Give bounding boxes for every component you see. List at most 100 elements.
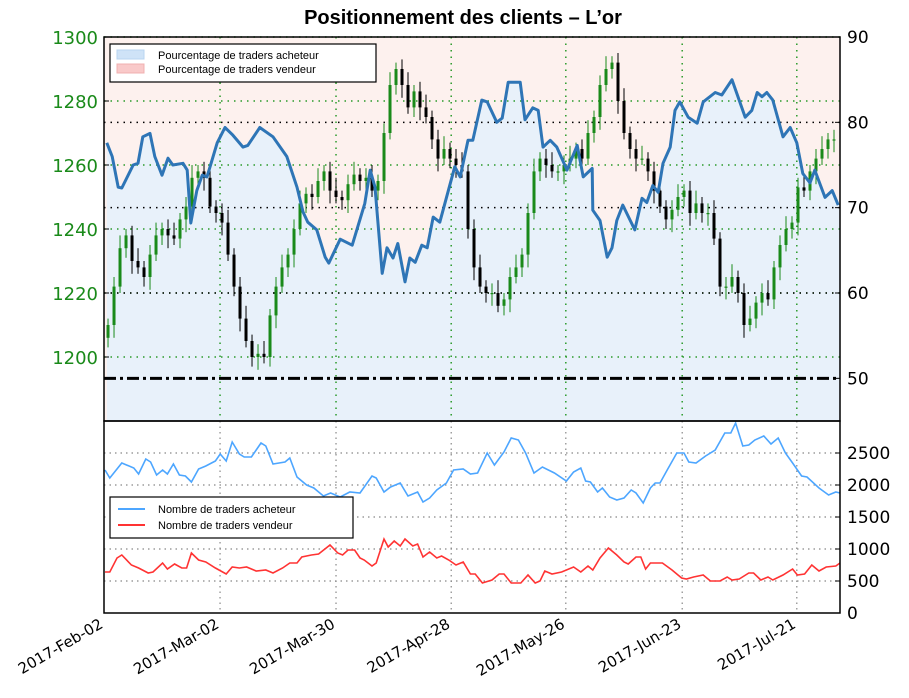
candle [586,120,590,165]
count-tick-label: 2500 [847,444,890,464]
x-tick-label: 2017-May-26 [473,615,568,680]
candle [652,161,656,204]
candle [406,72,410,114]
candle-body [322,171,326,181]
candle [430,110,434,149]
legend-label-long: Pourcentage de traders acheteur [158,50,319,62]
left-tick-label: 1240 [52,220,98,241]
candle-body [778,245,782,268]
candle [628,126,632,159]
candle-body [466,171,470,229]
candle-body [112,286,116,325]
candle-body [772,267,776,300]
legend-swatch-long [116,49,145,60]
candle [106,318,110,348]
candle [610,56,614,79]
right-tick-label: 90 [847,28,869,48]
candle [220,203,224,236]
candle [424,94,428,124]
candle [280,254,284,293]
candle-body [682,190,686,197]
candle-body [154,235,158,255]
candle [706,203,710,226]
candle [172,222,176,245]
candle-body [352,174,356,185]
candle [778,235,782,281]
right-tick-label: 60 [847,284,869,304]
candle [316,168,320,204]
count-tick-label: 1000 [847,540,890,560]
candle [772,261,776,309]
candle [136,248,140,274]
candle [394,62,398,95]
candle [514,254,518,284]
candle [700,197,704,223]
candle-body [784,229,788,245]
candle-body [598,85,602,117]
candle-body [454,158,458,165]
candle [760,283,764,316]
candle [454,149,458,178]
candle-body [790,222,794,229]
candle [310,184,314,210]
candle [352,161,356,191]
candle-body [346,184,350,201]
trader-count-lines [104,420,841,584]
candle [754,296,758,329]
right-tick-label: 70 [847,199,869,219]
left-tick-label: 1200 [52,348,98,369]
short-count-line [105,536,841,584]
candle-body [520,254,524,268]
candle [154,222,158,261]
candle-body [556,171,560,173]
candle [184,197,188,233]
count-tick-label: 0 [847,604,858,624]
candle-body [538,158,542,172]
candle [748,305,752,332]
candle-body [592,117,596,133]
chart-title: Positionnement des clients – L’or [304,7,622,29]
candle [118,235,122,293]
x-tick-label: 2017-Apr-28 [364,615,453,677]
x-tick-label: 2017-Mar-30 [246,615,338,678]
candle-body [292,229,296,255]
candle-body [478,267,482,287]
candle-body [274,286,278,316]
candle-body [124,235,128,249]
candle [484,280,488,303]
candle [358,168,362,191]
candle [160,222,164,245]
candle [340,190,344,210]
candle [598,75,602,130]
top-panel-grid [104,36,840,421]
legend-label-short-count: Nombre de traders vendeur [158,520,293,532]
candle-body [250,341,254,357]
candle-body [814,158,818,172]
candle [400,59,404,98]
candle-body [304,193,308,204]
candle-body [586,133,590,159]
candle-body [142,267,146,277]
candle-body [610,62,614,69]
count-tick-label: 1500 [847,508,890,528]
candle-body [688,190,692,213]
candle [292,219,296,268]
candle [502,293,506,316]
candle [208,165,212,213]
candle [376,174,380,201]
candle [616,53,620,114]
candle [604,56,608,92]
candle-body [508,277,512,300]
candle [142,261,146,287]
candle [664,200,668,229]
candle [820,136,824,165]
right-tick-label: 80 [847,113,869,133]
candle [544,149,548,178]
candle [802,174,806,197]
candle-body [334,190,338,197]
bottom-legend-box [109,496,354,539]
candle-body [796,187,800,223]
candle [622,88,626,140]
candle [466,165,470,239]
